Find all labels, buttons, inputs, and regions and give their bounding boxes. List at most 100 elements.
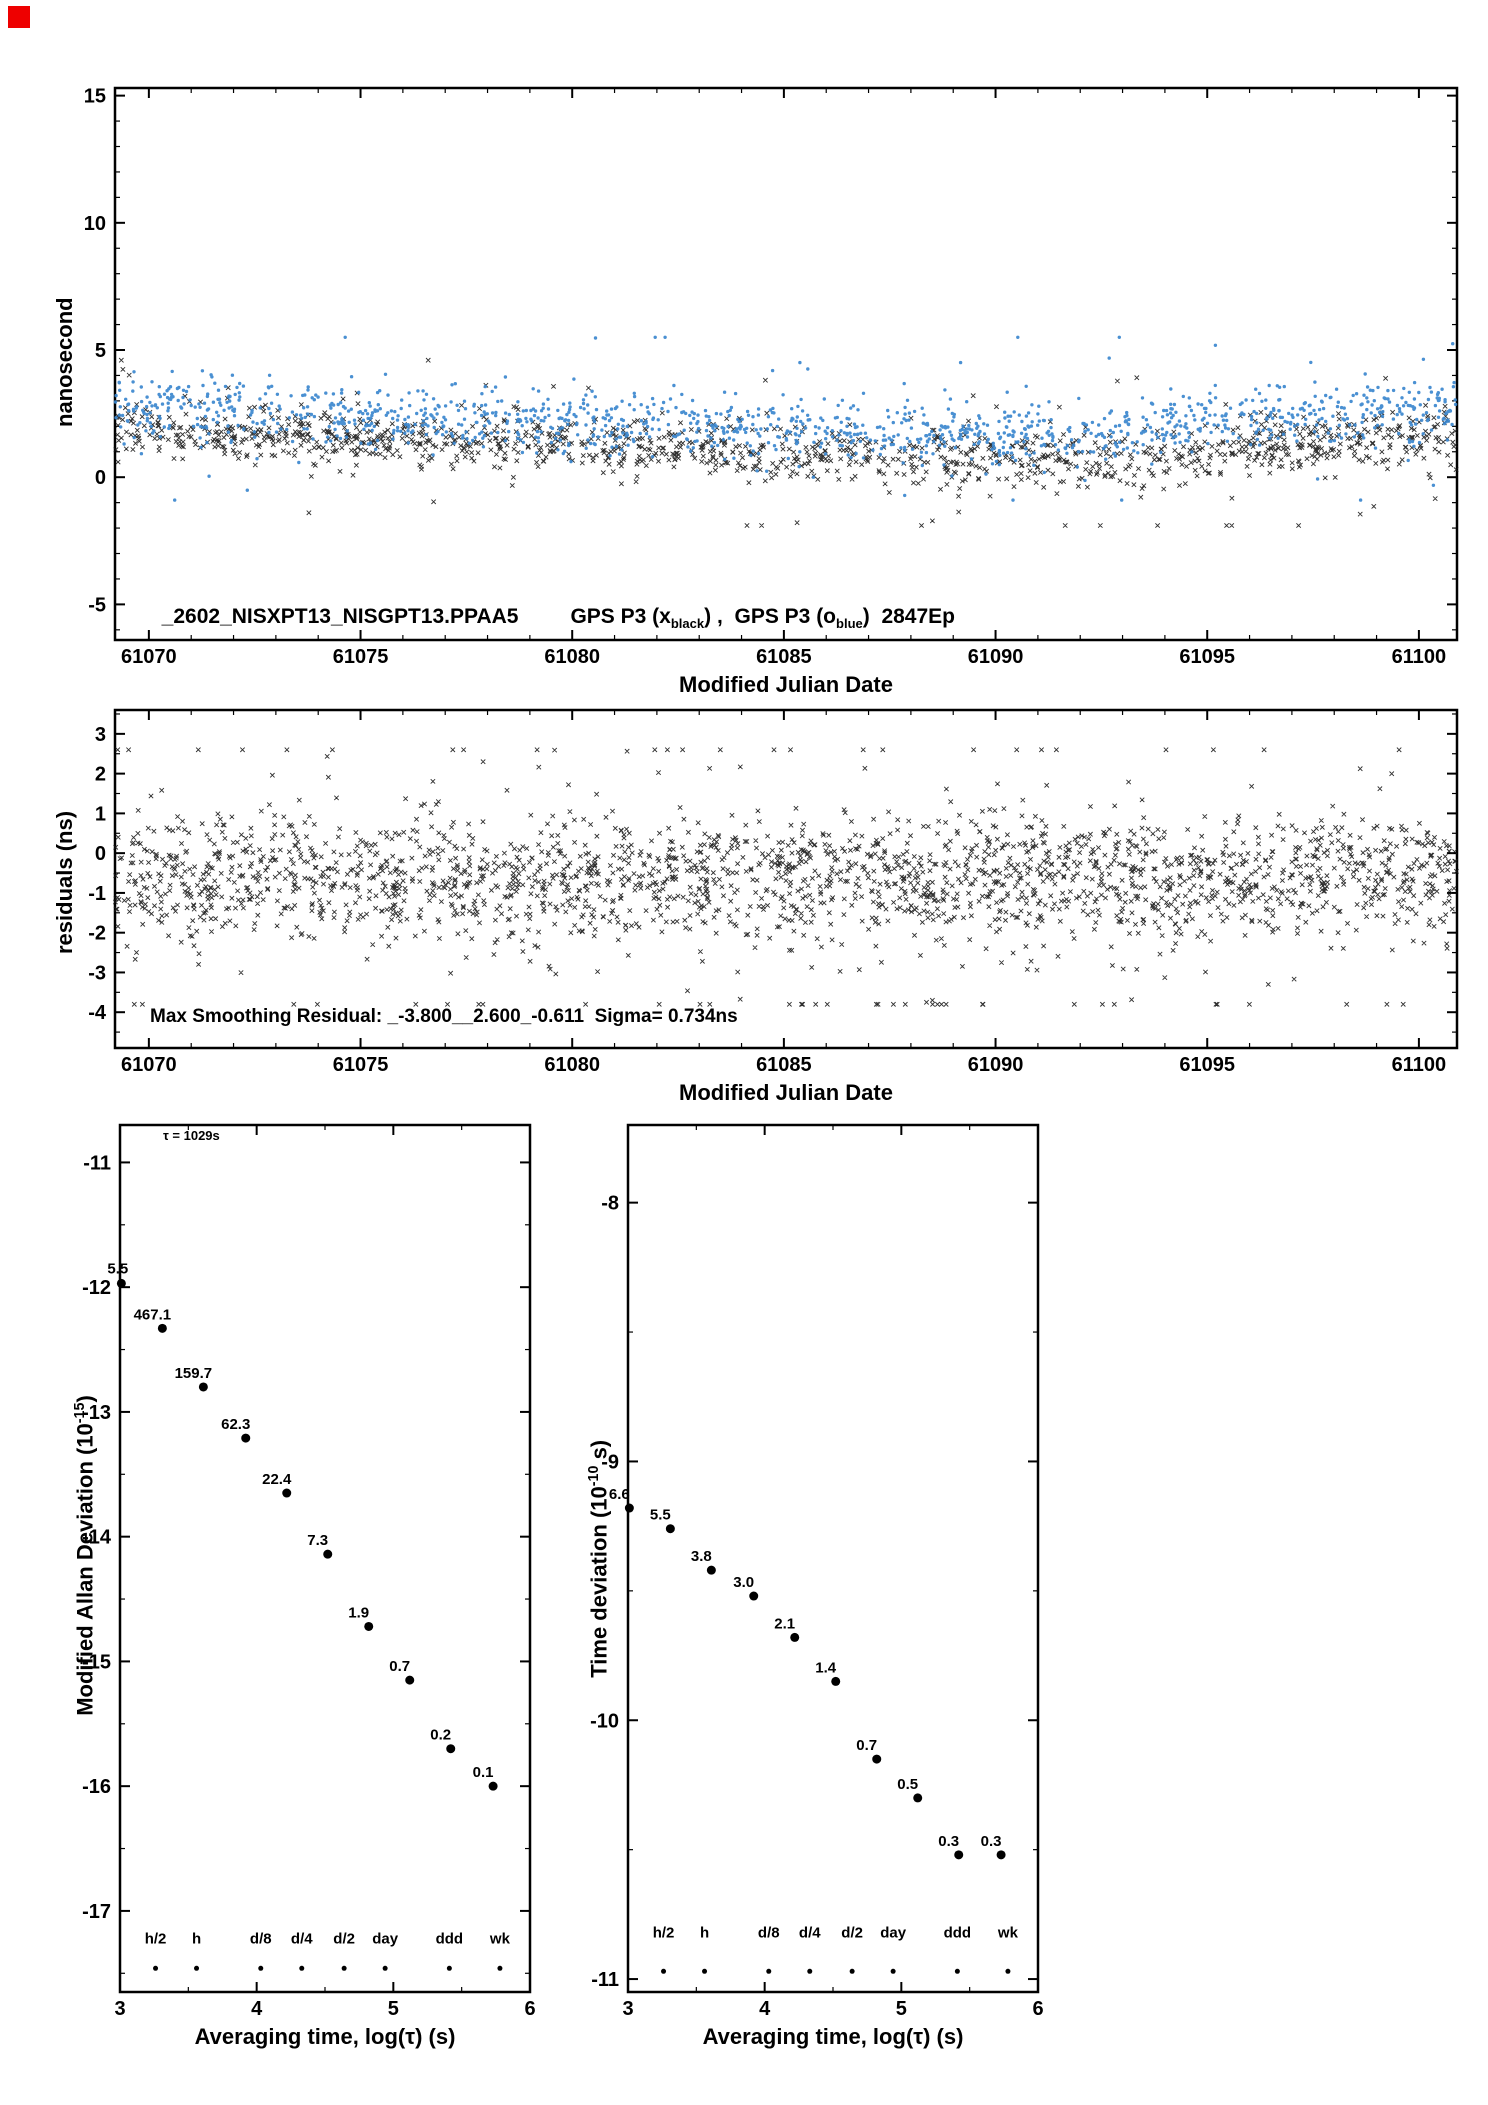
svg-text:61085: 61085 <box>756 646 812 668</box>
svg-text:1.4: 1.4 <box>815 1659 837 1676</box>
file-label: _2602_NISXPT13_NISGPT13.PPAA5 <box>161 605 519 628</box>
svg-text:-3: -3 <box>88 962 106 984</box>
svg-text:61070: 61070 <box>121 646 177 668</box>
time-deviation-plot: 3 4 5 6 -8 -9 -10 -11 6.6 5.5 3.8 3.0 2.1 1.4 0.7 0.5 0.… <box>590 1123 1044 2020</box>
svg-text:d/4: d/4 <box>799 1925 821 1942</box>
svg-text:61075: 61075 <box>333 646 389 668</box>
svg-text:15: 15 <box>84 86 106 108</box>
corner-marker <box>8 6 30 28</box>
svg-text:467.1: 467.1 <box>134 1306 172 1323</box>
svg-text:-17: -17 <box>82 1901 111 1923</box>
svg-text:61100: 61100 <box>1392 1054 1447 1076</box>
tau-annotation: τ = 1029s <box>163 1128 220 1143</box>
svg-text:-8: -8 <box>601 1193 619 1215</box>
series-a-label: GPS P3 (x <box>570 605 671 628</box>
svg-text:3: 3 <box>622 1998 633 2020</box>
svg-text:0.3: 0.3 <box>981 1833 1002 1850</box>
svg-text:wk: wk <box>489 1930 511 1947</box>
svg-text:0.1: 0.1 <box>473 1764 494 1781</box>
svg-text:61070: 61070 <box>121 1054 177 1076</box>
svg-text:0.7: 0.7 <box>389 1658 410 1675</box>
svg-text:61080: 61080 <box>544 646 600 668</box>
epoch-count-label: ) 2847Ep <box>862 605 955 628</box>
series-a-subscript: black <box>670 616 705 632</box>
svg-text:5: 5 <box>896 1998 907 2020</box>
svg-text:5.5: 5.5 <box>107 1260 128 1277</box>
svg-text:wk: wk <box>997 1925 1019 1942</box>
svg-text:4: 4 <box>251 1998 263 2020</box>
svg-text:61090: 61090 <box>968 1054 1024 1076</box>
svg-text:159.7: 159.7 <box>175 1365 213 1382</box>
svg-text:h: h <box>192 1930 201 1947</box>
tdev-exponent: -10 <box>586 1465 602 1487</box>
svg-text:0.3: 0.3 <box>938 1833 959 1850</box>
svg-text:1: 1 <box>95 803 106 825</box>
svg-text:5: 5 <box>95 340 106 362</box>
svg-text:-4: -4 <box>88 1002 107 1024</box>
svg-text:6: 6 <box>1032 1998 1043 2020</box>
y-axis-label-tdev: Time deviation (10-10 s) <box>586 1439 612 1678</box>
svg-text:-12: -12 <box>82 1277 111 1299</box>
svg-text:0: 0 <box>95 843 106 865</box>
x-axis-label-avgtime-right: Averaging time, log(τ) (s) <box>702 2024 964 2049</box>
svg-text:d/8: d/8 <box>250 1930 272 1947</box>
svg-text:-9: -9 <box>601 1451 619 1473</box>
svg-text:62.3: 62.3 <box>221 1416 250 1433</box>
svg-text:61075: 61075 <box>333 1054 389 1076</box>
gps-scatter-plot: 61070 61075 61080 61085 61090 61095 61100 15 10 5… <box>84 86 1459 668</box>
svg-text:4: 4 <box>759 1998 771 2020</box>
svg-text:61085: 61085 <box>756 1054 812 1076</box>
svg-text:61095: 61095 <box>1179 1054 1235 1076</box>
svg-text:61080: 61080 <box>544 1054 600 1076</box>
svg-text:h: h <box>700 1925 709 1942</box>
svg-text:1.9: 1.9 <box>348 1604 369 1621</box>
svg-text:3.0: 3.0 <box>733 1574 754 1591</box>
svg-text:3: 3 <box>114 1998 125 2020</box>
svg-text:h/2: h/2 <box>145 1930 167 1947</box>
svg-text:day: day <box>880 1925 907 1942</box>
x-axis-label-mjd-middle: Modified Julian Date <box>679 1080 893 1105</box>
svg-text:10: 10 <box>84 213 106 235</box>
svg-text:day: day <box>372 1930 399 1947</box>
svg-text:61095: 61095 <box>1179 646 1235 668</box>
svg-text:2.1: 2.1 <box>774 1615 795 1632</box>
x-axis-label-avgtime-left: Averaging time, log(τ) (s) <box>194 2024 456 2049</box>
svg-text:0.7: 0.7 <box>856 1737 877 1754</box>
x-axis-label-mjd-top: Modified Julian Date <box>679 672 893 697</box>
svg-text:d/2: d/2 <box>841 1925 863 1942</box>
svg-text:0: 0 <box>95 467 106 489</box>
svg-text:5: 5 <box>388 1998 399 2020</box>
svg-text:-15: -15 <box>82 1651 111 1673</box>
svg-text:5.5: 5.5 <box>650 1507 671 1524</box>
svg-text:22.4: 22.4 <box>262 1471 292 1488</box>
residuals-plot: 61070 61075 61080 61085 61090 61095 61100 3 2 1 0 -… <box>88 708 1459 1076</box>
svg-text:d/8: d/8 <box>758 1925 780 1942</box>
svg-text:ddd: ddd <box>436 1930 464 1947</box>
svg-text:-13: -13 <box>82 1402 111 1424</box>
svg-text:d/2: d/2 <box>333 1930 355 1947</box>
svg-text:61090: 61090 <box>968 646 1024 668</box>
svg-text:6.6: 6.6 <box>609 1486 630 1503</box>
series-annotation: _2602_NISXPT13_NISGPT13.PPAA5 GPS P3 (xbl… <box>150 581 955 631</box>
svg-text:-2: -2 <box>88 923 106 945</box>
series-separator: ) , GPS P3 (o <box>704 605 837 628</box>
svg-text:-14: -14 <box>82 1527 112 1549</box>
svg-text:7.3: 7.3 <box>307 1532 328 1549</box>
series-b-subscript: blue <box>836 616 863 632</box>
svg-text:h/2: h/2 <box>653 1925 675 1942</box>
svg-text:-1: -1 <box>88 883 106 905</box>
svg-text:3.8: 3.8 <box>691 1548 712 1565</box>
svg-text:-10: -10 <box>590 1710 619 1732</box>
y-axis-label-mad: Modified Allan Deviation (10-15) <box>72 1395 98 1716</box>
svg-text:0.2: 0.2 <box>430 1727 451 1744</box>
svg-text:-11: -11 <box>591 1969 619 1991</box>
svg-text:-16: -16 <box>82 1776 111 1798</box>
svg-text:3: 3 <box>95 724 106 746</box>
svg-text:d/4: d/4 <box>291 1930 313 1947</box>
residual-stats-annotation: Max Smoothing Residual: _-3.800__2.600_-… <box>150 1006 738 1027</box>
allan-deviation-plot: 3 4 5 6 -11 -12 -13 -14 -15 -16 -17 5.5 467.1 159.7 62… <box>82 1123 536 2020</box>
svg-text:61100: 61100 <box>1392 646 1447 668</box>
svg-text:ddd: ddd <box>944 1925 972 1942</box>
svg-text:2: 2 <box>95 764 106 786</box>
